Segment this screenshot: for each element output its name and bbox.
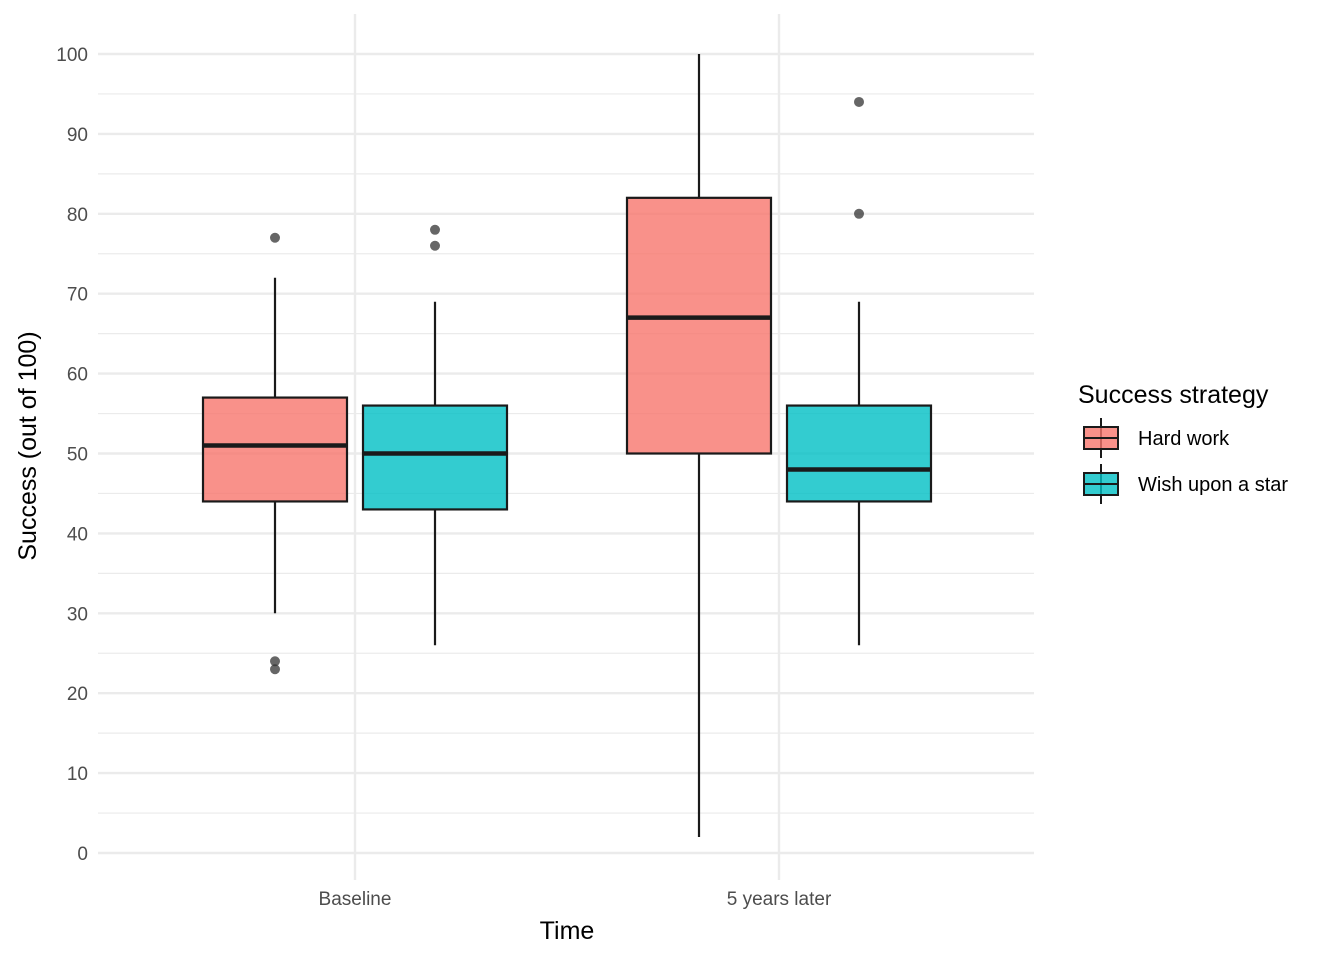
y-tick-label: 10 bbox=[67, 764, 88, 785]
outlier-point bbox=[270, 232, 280, 243]
legend-key: Hard work bbox=[1083, 418, 1230, 458]
outlier-point bbox=[854, 208, 864, 219]
y-tick-label: 50 bbox=[67, 445, 88, 466]
legend-keys: Hard work Wish upon a star bbox=[1083, 418, 1288, 504]
axis-ticks: 0 10 20 30 40 50 60 70 80 90 100 Baseline 5 years la… bbox=[56, 45, 832, 910]
legend-label: Hard work bbox=[1138, 428, 1230, 450]
outlier-point bbox=[270, 664, 280, 675]
y-tick-label: 20 bbox=[67, 684, 88, 705]
y-tick-label: 60 bbox=[67, 365, 88, 386]
y-tick-label: 70 bbox=[67, 285, 88, 306]
y-tick-label: 30 bbox=[67, 604, 88, 625]
y-tick-label: 40 bbox=[67, 524, 88, 545]
box-wish-upon-a-star-baseline bbox=[361, 224, 509, 646]
box-iqr bbox=[625, 196, 773, 455]
legend: Success strategy Hard work Wish upon a st… bbox=[1078, 381, 1288, 504]
legend-label: Wish upon a star bbox=[1138, 474, 1288, 496]
x-tick-label: Baseline bbox=[319, 889, 392, 910]
box-iqr bbox=[201, 396, 349, 503]
box-iqr bbox=[785, 404, 933, 503]
box-iqr bbox=[361, 404, 509, 511]
y-axis-title: Success (out of 100) bbox=[14, 331, 42, 560]
legend-title: Success strategy bbox=[1078, 381, 1269, 409]
y-tick-label: 80 bbox=[67, 205, 88, 226]
box-hard-work-5-years-later bbox=[625, 54, 773, 838]
x-tick-label: 5 years later bbox=[727, 889, 832, 910]
box-wish-upon-a-star-5-years-later bbox=[785, 96, 933, 646]
legend-key: Wish upon a star bbox=[1083, 464, 1288, 504]
x-axis-title: Time bbox=[540, 917, 595, 945]
boxes bbox=[201, 54, 933, 838]
outlier-point bbox=[430, 224, 440, 235]
y-tick-label: 100 bbox=[56, 45, 88, 66]
y-tick-label: 90 bbox=[67, 125, 88, 146]
outlier-point bbox=[854, 96, 864, 107]
outlier-point bbox=[270, 656, 280, 667]
y-tick-label: 0 bbox=[77, 844, 88, 865]
box-hard-work-baseline bbox=[201, 232, 349, 675]
outlier-point bbox=[430, 240, 440, 251]
